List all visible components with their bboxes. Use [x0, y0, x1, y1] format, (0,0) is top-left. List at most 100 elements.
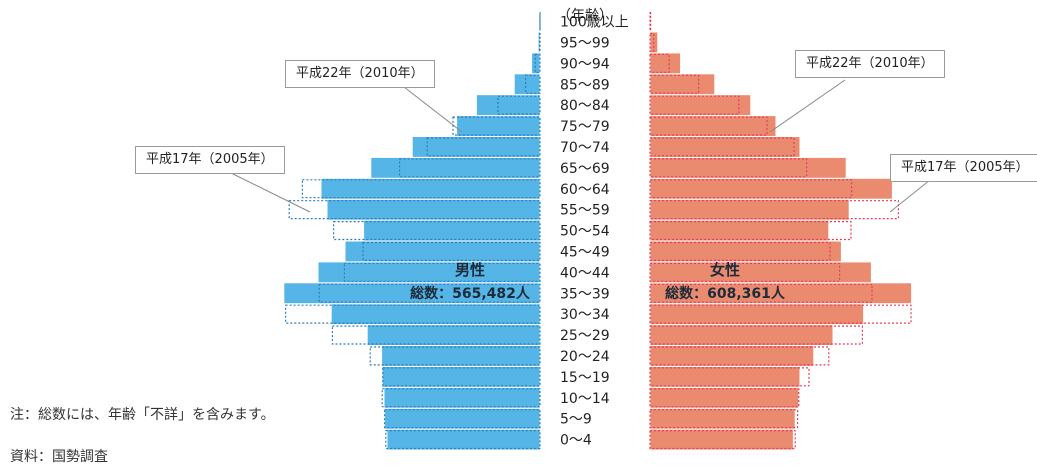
female-outline-2005 — [649, 12, 652, 32]
female-bar-2010 — [649, 407, 796, 430]
male-outline-2005 — [331, 325, 541, 345]
female-bar-2010 — [649, 261, 872, 284]
age-tick-label: 55〜59 — [560, 203, 610, 219]
male-total: 総数：565,482人 — [410, 285, 531, 302]
female-bar-2010 — [649, 345, 815, 367]
callout-left-2010: 平成22年（2010年） — [285, 60, 435, 88]
age-tick-label: 25〜29 — [560, 328, 610, 344]
male-outline-2005 — [385, 430, 541, 450]
male-bar-2010 — [370, 156, 541, 179]
age-tick-label: 65〜69 — [560, 161, 610, 177]
male-bar-2010 — [383, 386, 541, 409]
female-outline-2005 — [649, 430, 796, 450]
source-note: 資料：国勢調査 — [10, 449, 108, 465]
male-bar-2010 — [366, 324, 541, 347]
age-tick-label: 15〜19 — [560, 370, 610, 386]
female-outline-2005 — [649, 95, 740, 115]
male-outline-2005 — [382, 367, 541, 387]
age-tick-label: 0〜4 — [560, 433, 592, 449]
female-outline-2005 — [649, 304, 912, 324]
male-bar-2010 — [386, 428, 541, 451]
female-outline-2005 — [649, 388, 800, 408]
female-label: 女性 — [710, 261, 740, 279]
age-tick-label: 45〜49 — [560, 244, 610, 260]
male-bar-2010 — [475, 94, 541, 117]
age-tick-label: 80〜84 — [560, 98, 610, 114]
female-outline-2005 — [649, 325, 863, 345]
male-outline-2005 — [426, 137, 541, 157]
female-bar-2010 — [649, 219, 830, 242]
female-bar-2010 — [649, 303, 865, 326]
male-outline-2005 — [538, 32, 541, 52]
female-outline-2005 — [649, 116, 768, 136]
female-outline-2005 — [649, 221, 852, 241]
male-label: 男性 — [455, 261, 485, 279]
age-tick-label: 20〜24 — [560, 349, 610, 365]
age-tick-label: 85〜89 — [560, 77, 610, 93]
age-tick-label: 100歳以上 — [560, 15, 629, 31]
age-tick-label: 60〜64 — [560, 182, 610, 198]
age-axis-title: （年齢） — [557, 8, 613, 24]
age-tick-label: 40〜44 — [560, 265, 610, 281]
male-outline-2005 — [497, 95, 541, 115]
callout-right-2005: 平成17年（2005年） — [890, 154, 1037, 182]
female-bar-2010 — [649, 115, 777, 137]
male-outline-2005 — [534, 53, 541, 73]
male-bar-2010 — [381, 365, 541, 388]
female-bar-2010 — [649, 386, 800, 409]
female-outline-2005 — [649, 179, 853, 199]
female-bar-2010 — [649, 240, 842, 263]
male-outline-2005 — [288, 200, 541, 220]
female-outline-2005 — [649, 346, 830, 366]
male-bar-2010 — [363, 219, 541, 242]
callout-leader-left-2005 — [224, 169, 311, 213]
footnote: 注：総数には、年齢「不詳」を含みます。 — [10, 407, 275, 423]
female-bar-2010 — [649, 198, 850, 221]
male-bar-2010 — [381, 345, 541, 367]
callout-leader-right-2010 — [769, 79, 846, 133]
female-bar-2010 — [649, 136, 801, 158]
callout-left-2005: 平成17年（2005年） — [135, 146, 285, 174]
male-bar-2010 — [317, 261, 541, 284]
male-bar-2010 — [330, 303, 541, 326]
male-bar-2010 — [456, 115, 541, 137]
age-tick-label: 35〜39 — [560, 286, 610, 302]
female-outline-2005 — [649, 137, 795, 157]
female-total: 総数：608,361人 — [665, 285, 786, 302]
male-outline-2005 — [399, 158, 541, 178]
male-outline-2005 — [384, 409, 541, 429]
female-bar-2010 — [649, 73, 716, 96]
age-tick-label: 5〜9 — [560, 412, 592, 428]
female-bar-2010 — [649, 428, 794, 451]
female-outline-2005 — [649, 32, 655, 52]
age-tick-label: 75〜79 — [560, 119, 610, 135]
female-outline-2005 — [649, 367, 810, 387]
male-outline-2005 — [362, 241, 541, 261]
callout-right-2010: 平成22年（2010年） — [795, 50, 945, 78]
female-bar-2010 — [649, 177, 893, 200]
female-outline-2005 — [649, 409, 799, 429]
age-tick-label: 70〜74 — [560, 140, 610, 156]
female-outline-2005 — [649, 200, 899, 220]
female-bar-2010 — [649, 94, 752, 117]
male-outline-2005 — [452, 116, 541, 136]
age-tick-label: 10〜14 — [560, 391, 610, 407]
age-tick-label: 50〜54 — [560, 224, 610, 240]
female-bar-2010 — [649, 365, 801, 388]
female-outline-2005 — [649, 53, 670, 73]
male-outline-2005 — [343, 262, 541, 282]
female-bar-2010 — [649, 52, 682, 75]
female-outline-2005 — [649, 158, 808, 178]
male-bar-2010 — [320, 177, 541, 200]
callout-leader-left-2010 — [394, 79, 463, 133]
male-bar-2010 — [326, 198, 541, 221]
female-outline-2005 — [649, 241, 831, 261]
male-bar-2010 — [513, 73, 541, 96]
age-tick-label: 90〜94 — [560, 56, 610, 72]
female-bar-2010 — [649, 156, 847, 179]
male-outline-2005 — [318, 283, 541, 303]
male-outline-2005 — [369, 346, 541, 366]
callout-leader-right-2005 — [889, 179, 931, 213]
male-bar-2010 — [344, 240, 541, 263]
